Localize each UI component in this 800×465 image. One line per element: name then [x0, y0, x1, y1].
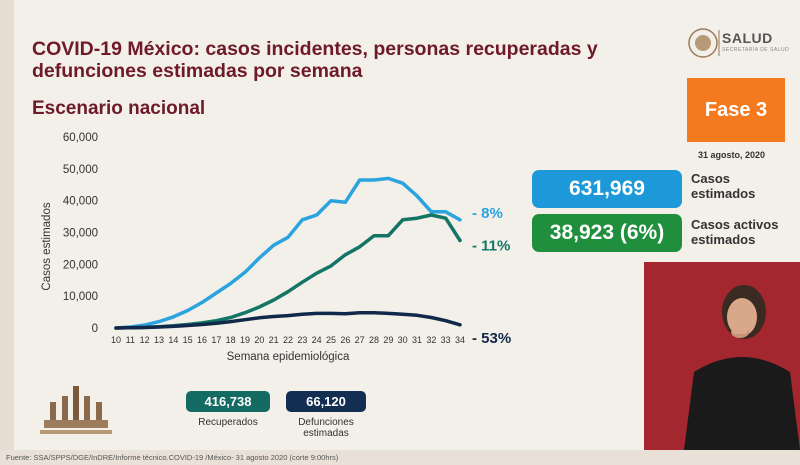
- x-tick-label: 18: [226, 335, 236, 345]
- x-tick-label: 19: [240, 335, 250, 345]
- estimated-cases-label-line2: estimados: [691, 186, 756, 201]
- deaths-label-line2: estimadas: [303, 428, 349, 439]
- y-tick-label: 0: [92, 323, 98, 335]
- logo-subtext: SECRETARÍA DE SALUD: [722, 47, 790, 53]
- deaths-total-badge: 66,120: [286, 391, 366, 412]
- recovered-label: Recuperados: [198, 417, 258, 428]
- estimated-cases-badge: 631,969: [532, 170, 682, 208]
- x-tick-label: 29: [383, 335, 393, 345]
- y-axis-title: Casos estimados: [41, 202, 53, 290]
- x-tick-label: 31: [412, 335, 422, 345]
- x-tick-label: 28: [369, 335, 379, 345]
- active-cases-label: Casos activos estimados: [691, 217, 778, 247]
- x-tick-label: 23: [297, 335, 307, 345]
- series-end-label-1: - 8%: [472, 205, 503, 222]
- x-tick-label: 26: [340, 335, 350, 345]
- x-tick-label: 22: [283, 335, 293, 345]
- x-tick-label: 15: [183, 335, 193, 345]
- y-tick-label: 30,000: [63, 228, 98, 240]
- monument-logo-icon: [40, 386, 112, 434]
- recovered-total-badge: 416,738: [186, 391, 270, 412]
- x-tick-label: 11: [126, 335, 135, 345]
- x-tick-label: 17: [211, 335, 221, 345]
- x-tick-label: 27: [355, 335, 365, 345]
- phase-badge: Fase 3: [687, 78, 785, 142]
- x-tick-label: 34: [455, 335, 465, 345]
- series-end-label-2: - 11%: [472, 237, 510, 254]
- page-title: COVID-19 México: casos incidentes, perso…: [32, 38, 598, 82]
- series-line-3: [114, 310, 462, 330]
- source-footer: Fuente: SSA/SPPS/DGE/InDRE/Informe técni…: [0, 450, 800, 465]
- left-decor-bar: [0, 0, 14, 465]
- x-tick-label: 24: [312, 335, 322, 345]
- x-tick-label: 25: [326, 335, 336, 345]
- logo-text: SALUD: [722, 30, 773, 46]
- active-cases-label-line2: estimados: [691, 232, 756, 247]
- y-tick-label: 60,000: [63, 132, 98, 144]
- y-tick-label: 10,000: [63, 291, 98, 303]
- phase-date: 31 agosto, 2020: [698, 150, 766, 160]
- interpreter-figure-icon: [644, 262, 800, 450]
- x-tick-label: 10: [111, 335, 121, 345]
- x-tick-label: 20: [254, 335, 264, 345]
- sign-language-interpreter-video: [644, 262, 800, 450]
- salud-logo-icon: [688, 28, 720, 58]
- series-line-2: [114, 213, 462, 330]
- active-cases-label-line1: Casos activos: [691, 217, 779, 232]
- x-tick-label: 21: [269, 335, 279, 345]
- series-end-label-3: - 53%: [472, 330, 511, 347]
- x-tick-label: 16: [197, 335, 207, 345]
- x-axis-title: Semana epidemiológica: [227, 351, 350, 363]
- x-tick-label: 33: [441, 335, 451, 345]
- series-line-1: [114, 176, 462, 330]
- x-tick-label: 30: [398, 335, 408, 345]
- deaths-label: Defunciones estimadas: [280, 417, 372, 439]
- y-tick-label: 20,000: [63, 259, 98, 271]
- x-tick-label: 13: [154, 335, 164, 345]
- x-tick-label: 32: [426, 335, 436, 345]
- page-subtitle: Escenario nacional: [32, 98, 206, 119]
- weekly-cases-chart: 0 10,000 20,000 30,000 40,000 50,000 60,000 10 1…: [41, 132, 511, 363]
- x-tick-label: 14: [168, 335, 178, 345]
- estimated-cases-label-line1: Casos: [691, 171, 731, 186]
- estimated-cases-label: Casos estimados: [691, 171, 755, 201]
- y-tick-label: 40,000: [63, 196, 98, 208]
- active-cases-badge: 38,923 (6%): [532, 214, 682, 252]
- x-tick-label: 12: [140, 335, 150, 345]
- deaths-label-line1: Defunciones: [298, 417, 354, 428]
- y-tick-label: 50,000: [63, 164, 98, 176]
